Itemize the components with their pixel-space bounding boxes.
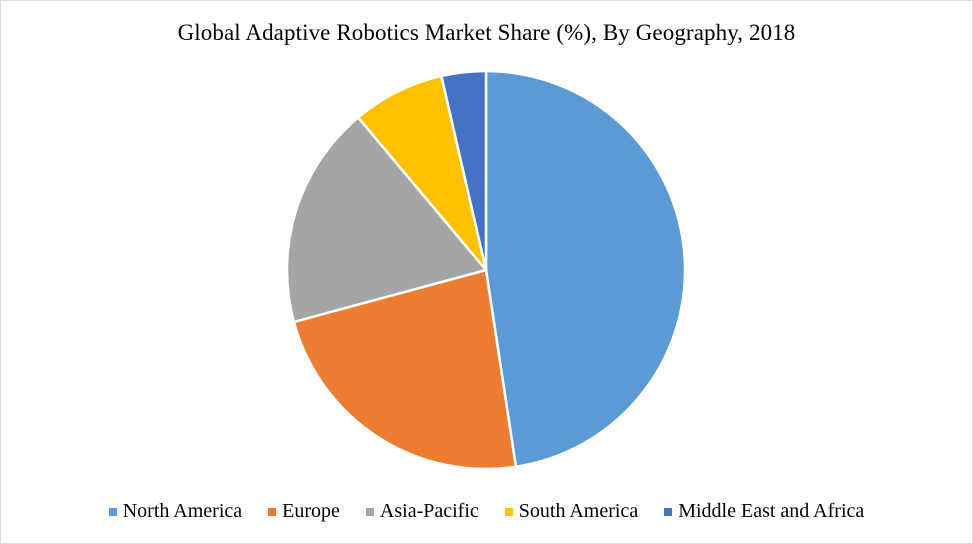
pie-slice-middle-east-and-africa	[440, 69, 488, 272]
legend-swatch	[664, 507, 673, 516]
pie-slice-north-america	[484, 69, 687, 468]
legend-item-europe: Europe	[268, 500, 340, 523]
legend-item-asia-pacific: Asia-Pacific	[365, 500, 479, 523]
legend-swatch	[108, 507, 117, 516]
legend-item-north-america: North America	[108, 500, 243, 523]
chart-title: Global Adaptive Robotics Market Share (%…	[177, 20, 796, 45]
legend-label: Middle East and Africa	[678, 500, 865, 522]
legend-label: Asia-Pacific	[379, 500, 479, 522]
legend-label: Europe	[282, 500, 340, 522]
legend-label: South America	[518, 500, 639, 522]
pie-slice-asia-pacific	[285, 116, 488, 324]
legend-item-south-america: South America	[504, 500, 639, 523]
legend-item-middle-east-africa: Middle East and Africa	[664, 500, 864, 523]
legend: North America Europe Asia-Pacific South …	[0, 500, 973, 523]
legend-swatch	[504, 507, 513, 516]
pie-slices	[285, 69, 687, 471]
legend-swatch	[268, 507, 277, 516]
legend-label: North America	[122, 500, 243, 522]
legend-swatch	[365, 507, 374, 516]
pie-slice-europe	[292, 268, 518, 471]
